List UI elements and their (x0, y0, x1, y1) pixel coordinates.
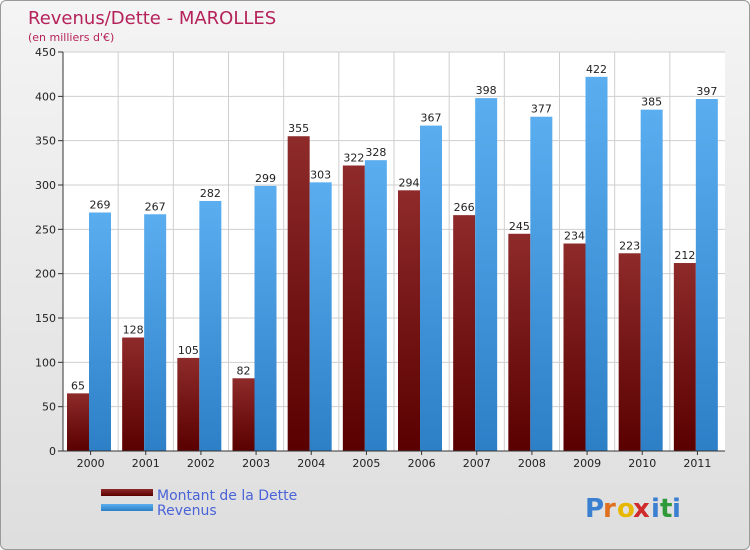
bar-revenus (254, 185, 277, 452)
bar-revenus (309, 182, 332, 451)
bar-revenus (364, 160, 387, 451)
data-label: 269 (90, 198, 111, 211)
bar-dette (673, 263, 696, 451)
y-tick-label: 0 (49, 445, 56, 458)
bar-dette (122, 337, 145, 451)
legend: Montant de la Dette Revenus (101, 488, 297, 519)
data-label: 82 (237, 364, 251, 377)
x-tick-label: 2010 (628, 457, 656, 470)
data-label: 398 (476, 84, 497, 97)
data-label: 282 (200, 187, 221, 200)
logo-letter: i (672, 494, 681, 524)
data-label: 422 (586, 63, 607, 76)
bar-revenus (640, 109, 663, 451)
x-tick-label: 2002 (187, 457, 215, 470)
data-label: 385 (641, 96, 662, 109)
bar-revenus (144, 214, 167, 451)
bar-dette (67, 393, 89, 451)
data-label: 266 (454, 201, 475, 214)
x-tick-label: 2001 (132, 457, 160, 470)
logo-letter: x (633, 494, 650, 524)
data-label: 234 (564, 230, 585, 243)
grid (63, 51, 725, 452)
data-label: 299 (255, 172, 276, 185)
data-label: 377 (531, 103, 552, 116)
x-tick-label: 2008 (518, 457, 546, 470)
data-label: 245 (509, 220, 530, 233)
data-label: 397 (696, 85, 717, 98)
logo-letter: t (660, 494, 672, 524)
y-tick-label: 400 (35, 90, 56, 103)
y-tick-label: 150 (35, 312, 56, 325)
x-tick-label: 2005 (352, 457, 380, 470)
bar-revenus (199, 200, 222, 451)
bar-revenus (89, 212, 111, 451)
legend-label-revenus: Revenus (157, 503, 217, 519)
x-tick-label: 2000 (77, 457, 105, 470)
data-label: 303 (310, 168, 331, 181)
bar-dette (177, 357, 200, 451)
axes: 0 50 100 150 200 250 300 350 400 450 2000 2001 2002 2… (35, 46, 725, 470)
x-tick-label: 2003 (242, 457, 270, 470)
data-label: 65 (71, 379, 85, 392)
bar-revenus (585, 76, 608, 452)
chart-subtitle: (en milliers d'€) (28, 31, 114, 44)
y-tick-label: 200 (35, 268, 56, 281)
x-tick-label: 2011 (683, 457, 711, 470)
bar-revenus (420, 125, 442, 452)
bar-dette (232, 378, 255, 451)
logo-letter: r (603, 494, 616, 524)
x-tick-label: 2009 (573, 457, 601, 470)
logo-letter: P (585, 494, 604, 524)
data-label: 212 (674, 249, 695, 262)
y-tick-label: 100 (35, 356, 56, 369)
logo-letter: o (617, 494, 635, 524)
bar-revenus (475, 98, 498, 452)
y-tick-label: 350 (35, 135, 56, 148)
data-label: 328 (365, 146, 386, 159)
x-tick-label: 2007 (463, 457, 491, 470)
y-tick-label: 50 (42, 401, 56, 414)
bar-dette (398, 190, 420, 451)
data-label: 367 (421, 112, 442, 125)
legend-swatch-revenus (101, 504, 153, 511)
y-tick-label: 250 (35, 223, 56, 236)
proxiti-logo: Pr ox i t i (585, 494, 681, 524)
bars: 65 269 128 267 105 282 82 299 355 303 322 328 294 367… (67, 63, 718, 452)
data-label: 355 (288, 122, 309, 135)
legend-swatch-debt (101, 489, 153, 496)
data-label: 267 (145, 200, 166, 213)
bar-revenus (695, 98, 718, 451)
bar-dette (563, 243, 586, 451)
y-tick-label: 450 (35, 46, 56, 59)
legend-label-debt: Montant de la Dette (157, 488, 297, 504)
x-tick-label: 2004 (297, 457, 325, 470)
bar-dette (287, 136, 310, 451)
bar-dette (342, 165, 365, 451)
bar-dette (508, 233, 531, 451)
data-label: 294 (399, 176, 420, 189)
y-tick-label: 300 (35, 179, 56, 192)
bar-dette (453, 215, 476, 451)
chart-title: Revenus/Dette - MAROLLES (28, 8, 276, 29)
data-label: 223 (619, 239, 640, 252)
bar-dette (618, 253, 641, 451)
data-label: 322 (343, 151, 364, 164)
data-label: 128 (123, 324, 144, 337)
bar-revenus (530, 116, 553, 451)
x-tick-label: 2006 (408, 457, 436, 470)
logo-letter: i (651, 494, 660, 524)
data-label: 105 (178, 344, 199, 357)
